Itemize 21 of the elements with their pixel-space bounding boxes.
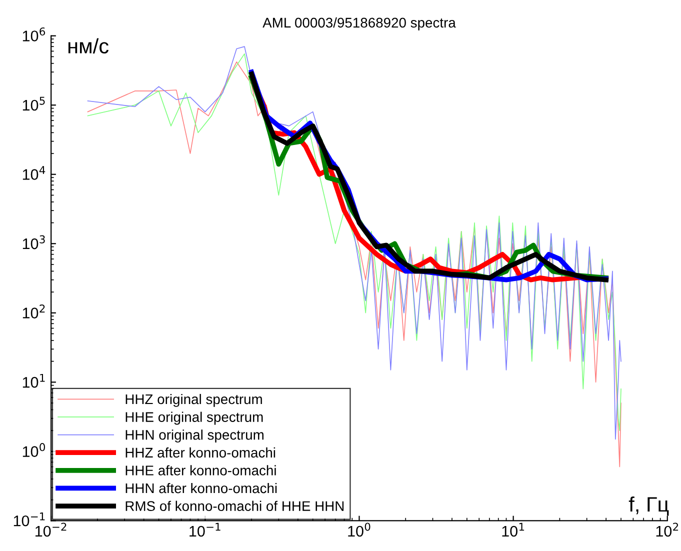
- y-axis-title: нм/с: [68, 38, 109, 54]
- y-tick-label: 10$^{1}$: [22, 374, 45, 388]
- x-tick-label: 10$^{1}$: [502, 522, 524, 537]
- x-tick-label: 10$^{2}$: [656, 522, 678, 537]
- x-tick-label: 10$^{−1}$: [190, 522, 220, 537]
- x-axis-title: f, Гц: [628, 496, 669, 516]
- y-tick-label: 10$^{6}$: [22, 27, 46, 42]
- y-tick-label: 10$^{4}$: [22, 166, 46, 180]
- legend-label: HHN after konno-omachi: [126, 482, 277, 494]
- legend-label: HHE original spectrum: [126, 412, 263, 425]
- chart-title: AML 00003/951868920 spectra: [262, 17, 456, 30]
- legend-label: HHE after konno-omachi: [126, 465, 276, 476]
- legend-label: HHZ after konno-omachi: [126, 447, 276, 458]
- legend-label: RMS of konno-omachi of HHE HHN: [126, 500, 344, 512]
- y-tick-label: 10$^{3}$: [22, 235, 45, 250]
- y-tick-label: 10$^{0}$: [22, 443, 46, 457]
- legend-label: HHZ original spectrum: [126, 394, 262, 407]
- y-tick-label: 10$^{2}$: [22, 304, 45, 318]
- y-tick-label: 10$^{5}$: [22, 96, 45, 111]
- legend-label: HHN original spectrum: [126, 430, 264, 443]
- x-tick-label: 10$^{0}$: [348, 522, 370, 537]
